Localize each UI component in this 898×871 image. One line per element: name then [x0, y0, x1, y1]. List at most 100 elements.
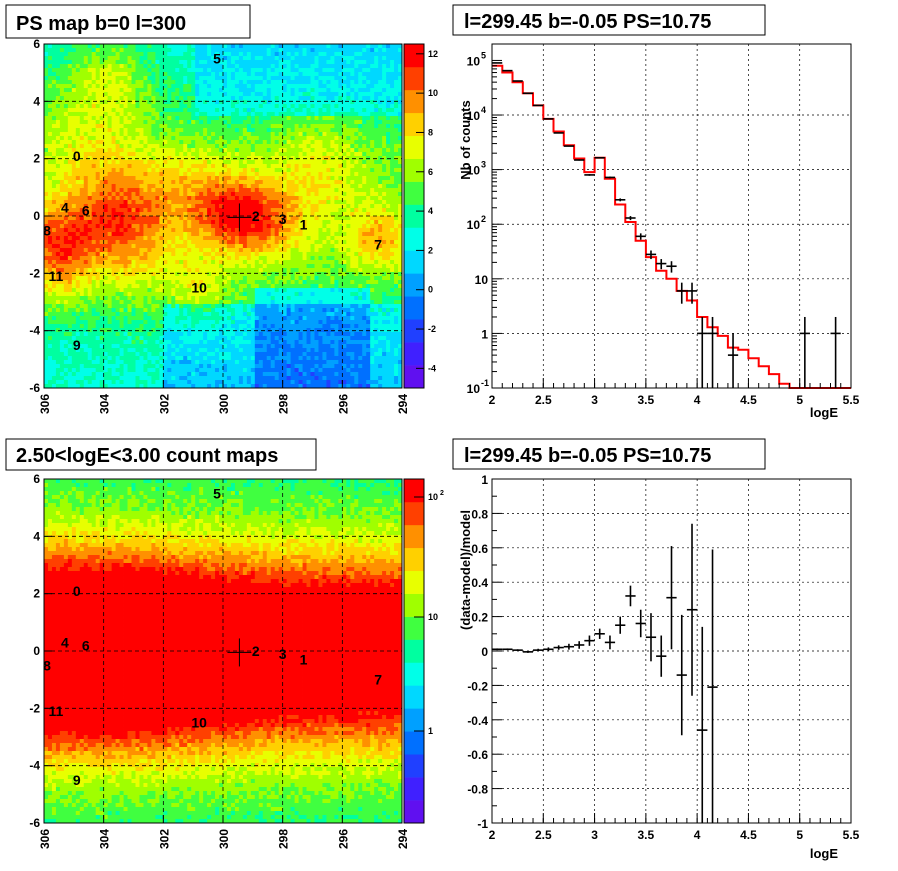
heatmap-cell — [83, 92, 89, 97]
heatmap-cell — [322, 84, 327, 89]
heatmap-cell — [230, 124, 236, 129]
heatmap-cell — [266, 244, 272, 249]
heatmap-cell — [191, 72, 196, 77]
heatmap-cell — [294, 176, 299, 181]
heatmap-cell — [215, 220, 220, 225]
heatmap-cell — [362, 228, 367, 233]
heatmap-cell — [199, 136, 204, 141]
heatmap-cell — [366, 252, 371, 257]
heatmap-cell — [362, 184, 367, 189]
heatmap-cell — [326, 148, 331, 153]
heatmap-cell — [215, 172, 220, 177]
heatmap-cell — [183, 100, 188, 105]
heatmap-cell — [326, 132, 331, 137]
heatmap-cell — [59, 136, 65, 141]
heatmap-cell — [302, 116, 307, 121]
heatmap-cell — [179, 212, 184, 217]
heatmap-cell — [338, 224, 343, 229]
heatmap-cell — [47, 112, 53, 117]
heatmap-cell — [115, 248, 120, 253]
heatmap-cell — [386, 108, 391, 113]
heatmap-cell — [390, 236, 395, 241]
heatmap-cell — [99, 200, 105, 205]
heatmap-cell — [175, 68, 180, 73]
heatmap-cell — [302, 124, 307, 129]
heatmap-cell — [123, 136, 128, 141]
heatmap-cell — [155, 128, 160, 133]
heatmap-cell — [191, 52, 196, 57]
heatmap-cell — [398, 196, 403, 201]
heatmap-cell — [322, 108, 327, 113]
heatmap-cell — [147, 128, 152, 133]
heatmap-cell — [215, 248, 220, 253]
heatmap-cell — [262, 184, 268, 189]
heatmap-cell — [183, 260, 188, 265]
heatmap-cell — [119, 260, 124, 265]
heatmap-cell — [274, 140, 280, 145]
heatmap-cell — [211, 116, 216, 121]
heatmap-cell — [71, 132, 77, 137]
heatmap-cell — [107, 140, 113, 145]
heatmap-cell — [386, 244, 391, 249]
heatmap-cell — [139, 48, 144, 53]
heatmap-cell — [378, 232, 383, 237]
heatmap-cell — [254, 180, 260, 185]
heatmap-cell — [87, 96, 93, 101]
heatmap-cell — [238, 240, 244, 245]
heatmap-cell — [398, 64, 403, 69]
heatmap-cell — [310, 64, 315, 69]
heatmap-cell — [386, 56, 391, 61]
heatmap-cell — [147, 140, 152, 145]
heatmap-cell — [123, 228, 128, 233]
heatmap-cell — [366, 244, 371, 249]
heatmap-cell — [354, 252, 359, 257]
heatmap-cell — [242, 260, 248, 265]
heatmap-cell — [67, 184, 73, 189]
heatmap-cell — [207, 60, 212, 65]
heatmap-cell — [362, 248, 367, 253]
heatmap-cell — [358, 64, 363, 69]
heatmap-cell — [350, 228, 355, 233]
heatmap-cell — [250, 96, 256, 101]
heatmap-cell — [350, 152, 355, 157]
heatmap-cell — [318, 112, 323, 117]
heatmap-cell — [322, 120, 327, 125]
heatmap-cell — [358, 148, 363, 153]
heatmap-cell — [191, 188, 196, 193]
heatmap-cell — [199, 152, 204, 157]
heatmap-cell — [51, 112, 57, 117]
heatmap-cell — [159, 224, 164, 229]
heatmap-cell — [115, 164, 120, 169]
heatmap-cell — [338, 92, 343, 97]
heatmap-cell — [79, 188, 85, 193]
heatmap-cell — [127, 72, 132, 77]
heatmap-cell — [306, 140, 311, 145]
heatmap-cell — [342, 152, 347, 157]
heatmap-cell — [374, 120, 379, 125]
heatmap-cell — [302, 156, 307, 161]
heatmap-cell — [183, 256, 188, 261]
heatmap-cell — [338, 84, 343, 89]
heatmap-cell — [310, 252, 315, 257]
heatmap-cell — [47, 188, 53, 193]
heatmap-cell — [262, 88, 268, 93]
heatmap-cell — [203, 72, 208, 77]
heatmap-cell — [47, 92, 53, 97]
heatmap-cell — [238, 248, 244, 253]
heatmap-cell — [226, 228, 232, 233]
heatmap-cell — [159, 128, 164, 133]
heatmap-cell — [163, 108, 168, 113]
heatmap-cell — [123, 172, 128, 177]
heatmap-cell — [390, 180, 395, 185]
heatmap-cell — [294, 100, 299, 105]
heatmap-cell — [354, 116, 359, 121]
heatmap-cell — [107, 232, 113, 237]
heatmap-cell — [342, 160, 347, 165]
heatmap-cell — [390, 88, 395, 93]
heatmap-cell — [211, 208, 216, 213]
heatmap-cell — [171, 256, 176, 261]
heatmap-cell — [44, 152, 49, 157]
heatmap-cell — [67, 192, 73, 197]
heatmap-cell — [346, 252, 351, 257]
heatmap-cell — [155, 228, 160, 233]
